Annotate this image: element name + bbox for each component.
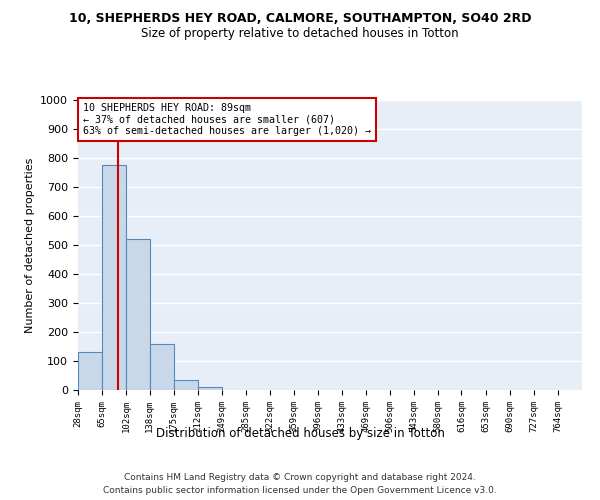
Bar (150, 344, 174, 390)
Text: 10, SHEPHERDS HEY ROAD, CALMORE, SOUTHAMPTON, SO40 2RD: 10, SHEPHERDS HEY ROAD, CALMORE, SOUTHAM… (69, 12, 531, 26)
Bar (78, 352, 102, 390)
Text: Distribution of detached houses by size in Totton: Distribution of detached houses by size … (155, 428, 445, 440)
Text: Contains public sector information licensed under the Open Government Licence v3: Contains public sector information licen… (103, 486, 497, 495)
Bar (102, 166, 126, 390)
Text: Size of property relative to detached houses in Totton: Size of property relative to detached ho… (141, 28, 459, 40)
Bar (174, 380, 198, 390)
Y-axis label: Number of detached properties: Number of detached properties (25, 158, 35, 332)
Bar (126, 239, 151, 390)
Text: 10 SHEPHERDS HEY ROAD: 89sqm
← 37% of detached houses are smaller (607)
63% of s: 10 SHEPHERDS HEY ROAD: 89sqm ← 37% of de… (83, 103, 371, 136)
Bar (198, 386, 222, 390)
Text: Contains HM Land Registry data © Crown copyright and database right 2024.: Contains HM Land Registry data © Crown c… (124, 472, 476, 482)
